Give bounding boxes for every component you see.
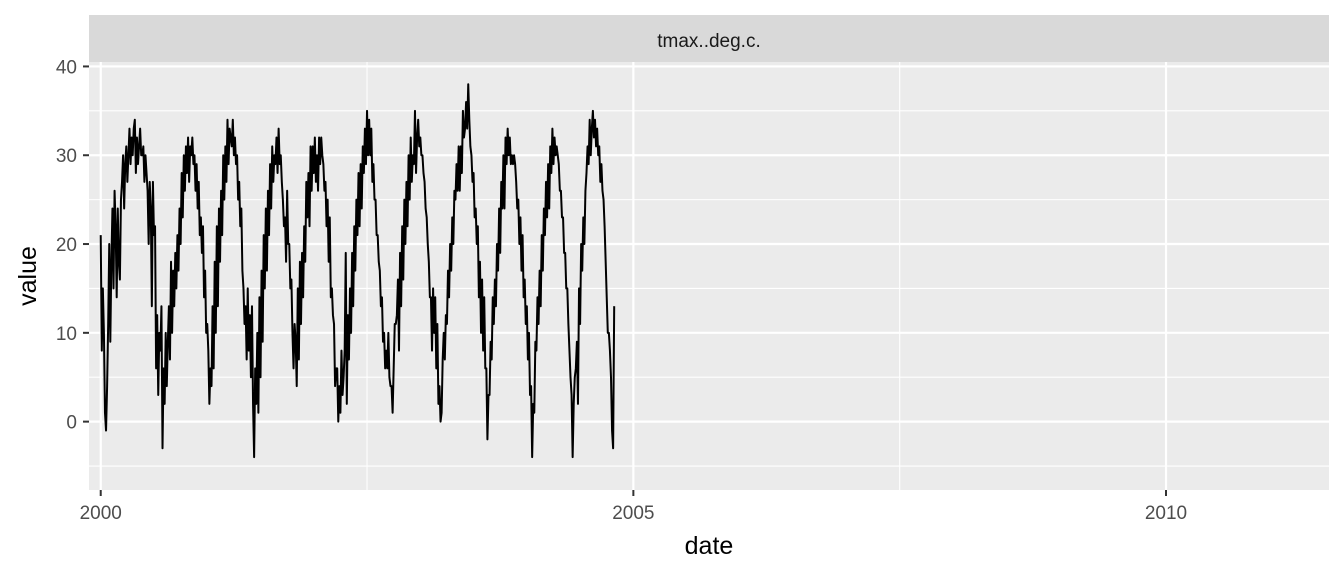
y-axis-title: value bbox=[14, 246, 42, 306]
facet-label: tmax..deg.c. bbox=[657, 31, 761, 52]
x-tick-label: 2000 bbox=[80, 503, 122, 524]
x-tick-label: 2005 bbox=[612, 503, 654, 524]
y-tick-label: 10 bbox=[56, 324, 77, 345]
y-tick-label: 30 bbox=[56, 146, 77, 167]
series-layer bbox=[99, 83, 616, 459]
series-line-tmax..deg.c. bbox=[99, 83, 616, 459]
facet-strip: tmax..deg.c. bbox=[89, 15, 1329, 62]
x-tick-label: 2010 bbox=[1145, 503, 1187, 524]
facet-strip-bg bbox=[89, 15, 1329, 62]
major-gridlines bbox=[89, 62, 1329, 490]
y-tick-label: 20 bbox=[56, 235, 77, 256]
x-axis-title: date bbox=[685, 532, 734, 560]
y-axis: 0 10 20 30 40 bbox=[56, 57, 89, 434]
y-tick-label: 40 bbox=[56, 57, 77, 78]
x-axis: 2000 2005 2010 bbox=[80, 490, 1187, 524]
plot-panel bbox=[89, 62, 1329, 490]
y-tick-label: 0 bbox=[66, 413, 77, 434]
